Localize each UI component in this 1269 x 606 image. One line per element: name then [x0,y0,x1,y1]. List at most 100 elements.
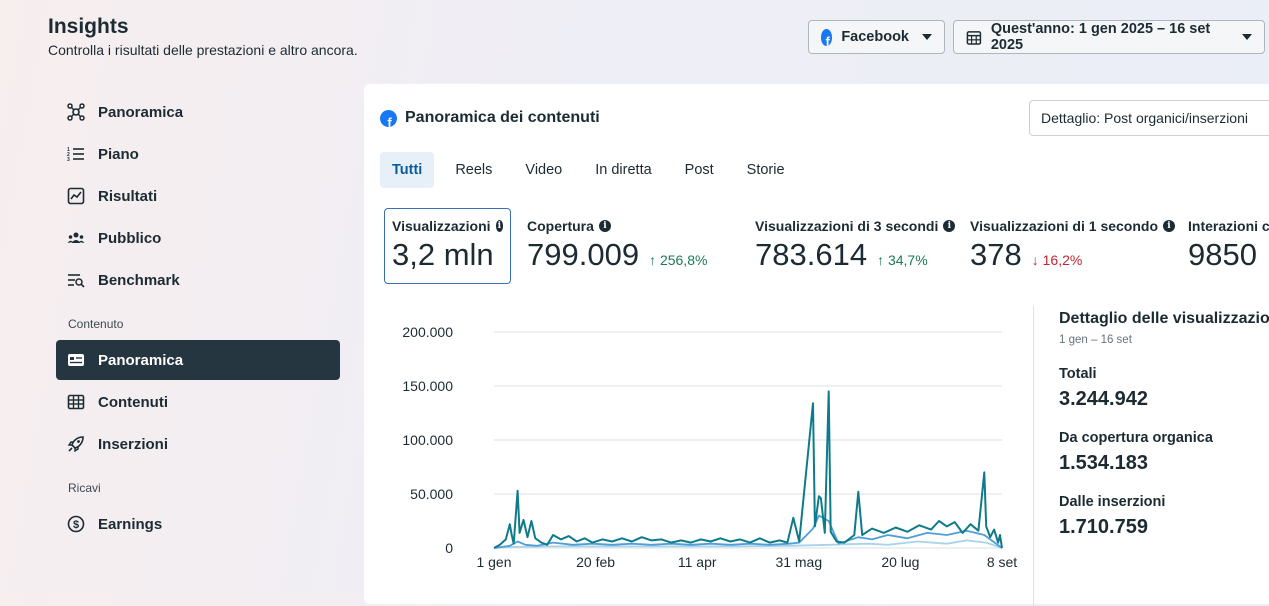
card-title-text: Panoramica dei contenuti [405,109,600,126]
metric-value: 799.009 [527,237,640,272]
tab-storie[interactable]: Storie [746,162,785,178]
metric-visualizzazioni-3s[interactable]: Visualizzazioni di 3 secondi i 783.614 ↑ 3… [755,218,956,273]
date-range-label: Quest'anno: 1 gen 2025 – 16 set 2025 [990,21,1211,53]
card-title: f Panoramica dei contenuti [380,109,600,127]
breakdown-ads-label: Dalle inserzioni [1059,494,1166,510]
x-tick-label: 1 gen [476,554,511,570]
sidebar-item-earnings[interactable]: $ Earnings [56,504,340,544]
views-line-chart: 200.000 150.000 100.000 50.000 0 1 gen 20 feb 1… [402,324,1017,570]
sidebar-item-pubblico[interactable]: Pubblico [56,218,340,258]
tab-in-diretta[interactable]: In diretta [595,162,652,178]
sidebar-item-label: Inserzioni [98,435,169,453]
people-icon [66,228,86,248]
table-icon [66,392,86,412]
arrow-up-icon: ↑ [649,252,657,268]
y-tick-label: 100.000 [402,432,453,448]
breakdown-total-label: Totali [1059,366,1097,382]
sidebar-item-inserzioni[interactable]: Inserzioni [56,424,340,464]
series-line-organic [493,514,1003,549]
x-tick-label: 11 apr [678,554,717,570]
trend-chart-icon [66,186,86,206]
page-subtitle: Controlla i risultati delle prestazioni … [48,42,358,58]
metric-value: 783.614 [755,237,868,272]
sidebar-item-label: Earnings [98,515,163,533]
info-icon[interactable]: i [495,220,503,232]
metric-label: Copertura [527,218,594,234]
date-range-selector[interactable]: Quest'anno: 1 gen 2025 – 16 set 2025 [953,20,1265,54]
platform-selector-label: Facebook [841,29,909,45]
network-icon [66,102,86,122]
info-icon[interactable]: i [598,220,611,232]
facebook-icon: f [380,109,397,127]
facebook-icon: f [821,28,833,46]
sidebar-item-label: Risultati [98,187,158,205]
metric-value: 9850 [1188,237,1257,272]
metric-visualizzazioni[interactable]: Visualizzazioni i 3,2 mln [384,208,511,284]
svg-text:1: 1 [67,147,70,153]
sidebar-item-label: Panoramica [98,103,184,121]
sidebar-item-label: Contenuti [98,393,168,411]
breakdown-ads-value: 1.710.759 [1059,516,1148,538]
rocket-icon [66,434,86,454]
tab-tutti[interactable]: Tutti [380,152,435,188]
tab-video[interactable]: Video [525,162,563,178]
sidebar-item-risultati[interactable]: Risultati [56,176,340,216]
sidebar-item-label: Piano [98,145,139,163]
metric-copertura[interactable]: Copertura i 799.009 ↑ 256,8% [527,218,707,273]
metric-change: 256,8% [659,252,708,268]
page-title: Insights [48,15,129,38]
sidebar-item-benchmark[interactable]: Benchmark [56,260,340,300]
arrow-down-icon: ↓ [1031,252,1039,268]
detail-select[interactable]: Dettaglio: Post organici/inserzioni [1029,100,1269,136]
metric-value: 3,2 mln [392,237,494,272]
sidebar-item-label: Pubblico [98,229,162,247]
breakdown-organic-value: 1.534.183 [1059,452,1148,474]
svg-text:3: 3 [67,157,70,163]
svg-text:2: 2 [67,152,70,158]
x-tick-label: 20 lug [881,554,919,570]
y-tick-label: 200.000 [402,324,453,340]
svg-text:$: $ [73,519,79,531]
tab-post[interactable]: Post [684,162,714,178]
platform-selector[interactable]: f Facebook [808,20,945,54]
breakdown-title: Dettaglio delle visualizzazioni [1059,310,1269,327]
id-card-icon [66,350,86,370]
breakdown-organic-label: Da copertura organica [1059,430,1213,446]
series-line-total [493,390,1003,549]
breakdown-date: 1 gen – 16 set [1059,334,1132,346]
sidebar-item-contenuti[interactable]: Contenuti [56,382,340,422]
y-tick-label: 50.000 [410,486,453,502]
arrow-up-icon: ↑ [877,252,885,268]
sidebar-item-panoramica[interactable]: Panoramica [56,92,340,132]
sidebar-item-label: Benchmark [98,271,180,289]
divider [1033,306,1034,606]
sidebar-section-ricavi: Ricavi [68,481,101,495]
metric-visualizzazioni-1s[interactable]: Visualizzazioni di 1 secondo i 378 ↓ 16,2% [970,218,1176,273]
tab-reels[interactable]: Reels [455,162,493,178]
y-tick-label: 150.000 [402,378,453,394]
metric-interazioni[interactable]: Interazioni co 9850 [1188,218,1269,273]
content-tabs: Tutti Reels Video In diretta Post Storie [380,152,806,188]
metric-label: Visualizzazioni di 3 secondi [755,218,939,234]
metric-label: Visualizzazioni di 1 secondo [970,218,1159,234]
info-icon[interactable]: i [1163,220,1176,232]
sidebar-item-label: Panoramica [98,351,184,369]
x-tick-label: 31 mag [775,554,822,570]
info-icon[interactable]: i [943,220,956,232]
caret-down-icon [922,34,932,40]
series-line-ads [493,539,1003,549]
metric-change: 16,2% [1042,252,1083,268]
sidebar-item-content-panoramica[interactable]: Panoramica [56,340,340,380]
metric-change: 34,7% [887,252,928,268]
list-search-icon [66,270,86,290]
x-tick-label: 8 set [987,554,1017,570]
metric-label: Interazioni co [1188,218,1269,234]
breakdown-total-value: 3.244.942 [1059,388,1148,410]
content-overview-card: f Panoramica dei contenuti Dettaglio: Po… [364,84,1269,606]
calendar-icon [966,30,982,45]
caret-down-icon [1242,34,1252,40]
sidebar-section-contenuto: Contenuto [68,317,124,331]
metric-value: 378 [970,237,1022,272]
